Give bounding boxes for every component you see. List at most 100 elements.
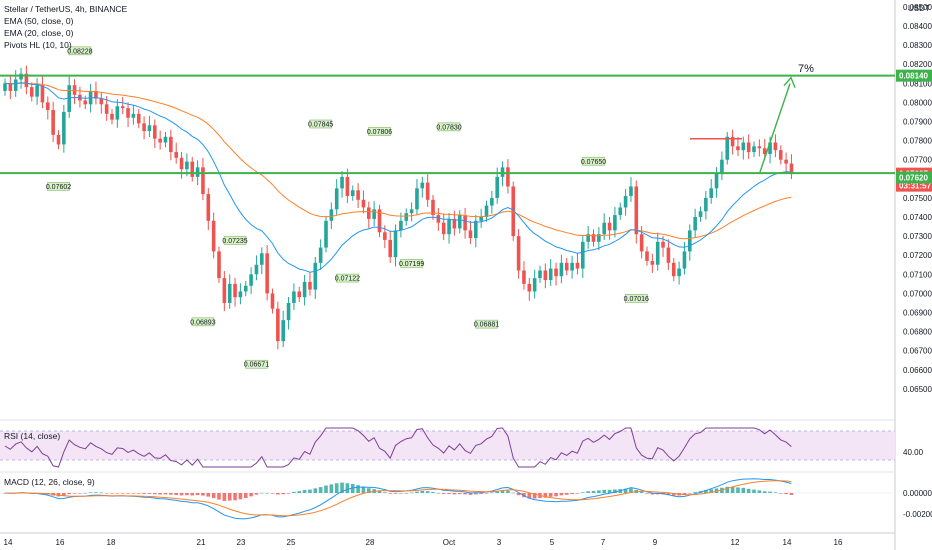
macd-histogram-bar: [441, 493, 446, 494]
macd-histogram-bar: [623, 488, 628, 493]
candle-body: [13, 79, 18, 91]
legend-ema50[interactable]: EMA (50, close, 0): [4, 16, 74, 26]
candle-body: [233, 283, 237, 298]
legend-pivots[interactable]: Pivots HL (10, 10): [4, 40, 72, 50]
pivot-label: 0.06893: [190, 319, 215, 326]
candle-body: [516, 236, 521, 271]
macd-histogram-bar: [383, 492, 387, 493]
macd-histogram-bar: [206, 493, 211, 497]
price-tick-label: 0.08300: [903, 41, 932, 50]
price-tick-label: 0.07500: [903, 194, 932, 203]
macd-histogram-bar: [773, 492, 778, 493]
price-tick-label: 0.07700: [903, 156, 932, 165]
macd-histogram-bar: [591, 490, 596, 493]
macd-histogram-bar: [746, 488, 751, 493]
rsi-tick-label: 40.00: [903, 448, 924, 457]
macd-histogram-bar: [163, 493, 168, 495]
macd-histogram-bar: [436, 492, 441, 494]
candle-body: [688, 230, 692, 252]
macd-histogram-bar: [597, 490, 601, 493]
price-tick-label: 0.08200: [903, 60, 932, 69]
macd-histogram-bar: [645, 493, 649, 494]
legend-ema20[interactable]: EMA (20, close, 0): [4, 28, 74, 38]
macd-histogram-bar: [479, 493, 483, 494]
macd-histogram-bar: [227, 493, 232, 501]
candle-body: [709, 188, 713, 198]
candle-body: [399, 220, 403, 231]
price-tick-label: 0.07200: [903, 251, 932, 260]
macd-histogram-bar: [99, 492, 104, 494]
candle-body: [757, 146, 762, 149]
macd-histogram-bar: [704, 490, 708, 493]
macd-histogram-bar: [217, 493, 221, 500]
macd-histogram-bar: [233, 493, 237, 501]
candle-body: [441, 222, 446, 235]
macd-histogram-bar: [158, 493, 162, 495]
macd-histogram-bar: [725, 486, 730, 493]
macd-histogram-bar: [120, 493, 125, 494]
macd-histogram-bar: [276, 493, 280, 495]
pivot-label-box: [191, 317, 215, 327]
candle-body: [431, 199, 435, 216]
candle-body: [661, 241, 665, 248]
time-tick-label: 16: [56, 538, 65, 547]
candle-body: [693, 217, 697, 231]
candle-body: [538, 270, 542, 279]
candle-body: [281, 320, 285, 342]
macd-histogram-bar: [292, 491, 296, 493]
macd-histogram-bar: [249, 493, 253, 497]
macd-histogram-bar: [265, 492, 269, 494]
usdt-unit-label: USDT: [908, 4, 930, 13]
candle-body: [447, 218, 451, 235]
symbol-title[interactable]: Stellar / TetherUS, 4h, BINANCE: [4, 4, 128, 14]
macd-histogram-bar: [586, 491, 590, 493]
time-tick-label: Oct: [443, 538, 456, 547]
candle-body: [72, 85, 77, 95]
time-tick-label: 9: [653, 538, 658, 547]
pivot-label-box: [624, 294, 648, 303]
macd-histogram-bar: [474, 493, 478, 495]
candle-body: [190, 161, 195, 177]
candle-body: [297, 291, 302, 298]
candle-body: [62, 111, 66, 145]
macd-histogram-bar: [468, 493, 473, 495]
candle-body: [730, 136, 735, 147]
candle-body: [83, 100, 88, 105]
candle-body: [554, 268, 558, 277]
candle-body: [463, 215, 467, 231]
macd-histogram-bar: [511, 492, 516, 494]
macd-histogram-bar: [415, 491, 419, 493]
macd-histogram-bar: [457, 493, 462, 495]
macd-histogram-bar: [179, 493, 184, 496]
pivot-label-box: [368, 127, 391, 136]
macd-histogram-bar: [495, 491, 499, 493]
candle-body: [383, 232, 387, 240]
macd-label[interactable]: MACD (12, 26, close, 9): [4, 477, 95, 487]
macd-histogram-bar: [752, 489, 756, 493]
candle-body: [206, 194, 211, 221]
candle-body: [736, 146, 740, 151]
candle-body: [575, 262, 580, 269]
macd-histogram-bar: [222, 493, 227, 501]
macd-histogram-bar: [104, 492, 109, 494]
candle-body: [762, 148, 767, 154]
candle-body: [356, 190, 360, 200]
candle-body: [468, 230, 473, 239]
macd-histogram-bar: [388, 493, 392, 494]
macd-histogram-bar: [425, 491, 430, 493]
rsi-label[interactable]: RSI (14, close): [4, 431, 61, 441]
macd-histogram-bar: [334, 483, 339, 493]
candle-body: [495, 176, 499, 198]
time-tick-label: 5: [550, 538, 555, 547]
candle-body: [126, 108, 130, 118]
candle-body: [548, 268, 553, 281]
candle-body: [318, 247, 323, 263]
candle-body: [46, 102, 50, 111]
macd-histogram-bar: [88, 492, 93, 493]
macd-histogram-bar: [361, 486, 366, 493]
candle-body: [211, 220, 216, 252]
macd-histogram-bar: [789, 493, 794, 495]
macd-signal-line: [4, 480, 792, 517]
candle-body: [243, 285, 248, 292]
